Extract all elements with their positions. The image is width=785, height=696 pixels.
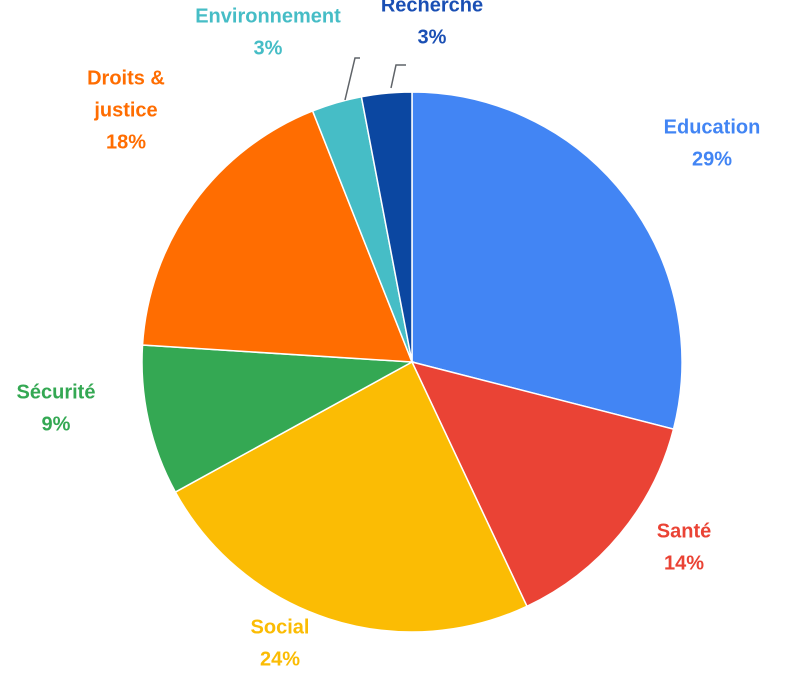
slice-label-securite: Sécurité 9% — [17, 381, 96, 435]
slice-percent-recherche: 3% — [418, 26, 447, 48]
pie-slice-sante — [410, 360, 675, 608]
slice-label-droits-justice: Droits & justice 18% — [87, 67, 165, 153]
slice-name-droits-justice: Droits & — [87, 67, 165, 89]
slice-percent-securite: 9% — [42, 413, 71, 435]
slice-name-sante: Santé — [657, 520, 711, 542]
slice-percent-social: 24% — [260, 648, 300, 670]
pie-slice-education — [411, 91, 683, 431]
slice-label-environnement: Environnement 3% — [195, 5, 341, 59]
slice-label-sante: Santé 14% — [657, 520, 711, 574]
slice-name-education: Education — [664, 116, 761, 138]
leader-line-recherche — [390, 64, 406, 89]
pie-labels: Education 29% Santé 14% Social 24% Sécurité 9% D… — [17, 0, 761, 670]
slice-percent-environnement: 3% — [254, 37, 283, 59]
pie-slice-droits-justice — [141, 109, 414, 363]
slice-name-securite: Sécurité — [17, 381, 96, 403]
slice-name-environnement: Environnement — [195, 5, 341, 27]
slice-name-recherche: Recherche — [381, 0, 483, 16]
pie-slices — [141, 91, 683, 633]
slice-name-droits-justice: justice — [93, 99, 157, 121]
slice-percent-education: 29% — [692, 148, 732, 170]
slice-label-education: Education 29% — [664, 116, 761, 170]
slice-percent-sante: 14% — [664, 552, 704, 574]
pie-slice-recherche — [360, 91, 413, 363]
pie-slice-social — [174, 360, 528, 633]
slice-percent-droits-justice: 18% — [106, 131, 146, 153]
leader-line-environnement — [344, 57, 360, 101]
slice-label-social: Social 24% — [251, 616, 310, 670]
slice-label-recherche: Recherche 3% — [381, 0, 483, 48]
label-leader-lines — [344, 57, 406, 101]
pie-slice-securite — [141, 344, 415, 494]
slice-name-social: Social — [251, 616, 310, 638]
